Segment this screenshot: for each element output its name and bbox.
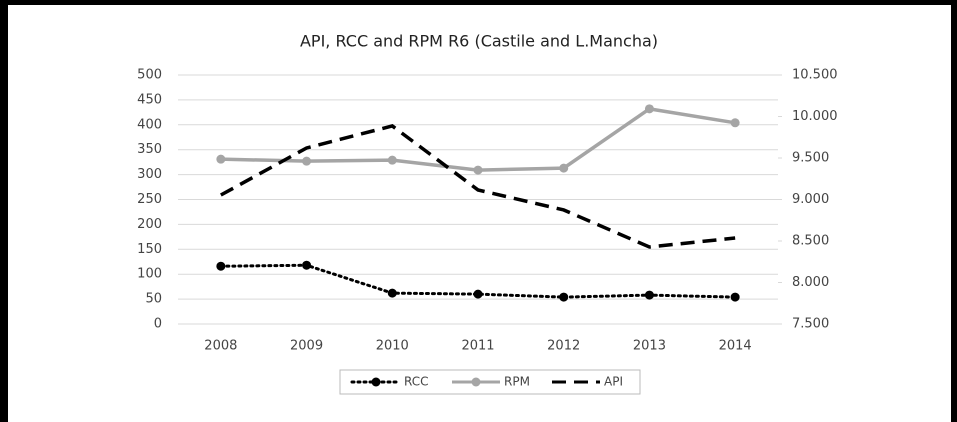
x-tick-label: 2011 — [461, 339, 494, 354]
point — [559, 292, 569, 302]
y-tick-label: 100 — [137, 267, 162, 282]
legend-marker — [471, 377, 481, 387]
x-tick-label: 2012 — [547, 339, 580, 354]
point — [216, 154, 226, 164]
point — [730, 292, 740, 302]
y2-tick-label: 8.500 — [792, 234, 829, 249]
x-tick-label: 2009 — [290, 339, 323, 354]
point — [644, 290, 654, 300]
y-tick-label: 450 — [137, 92, 162, 107]
x-tick-label: 2008 — [204, 339, 237, 354]
y-tick-label: 350 — [137, 142, 162, 157]
series-line — [220, 107, 736, 172]
y-tick-label: 250 — [137, 192, 162, 207]
legend-box — [339, 369, 641, 395]
y-tick-label: 150 — [137, 242, 162, 257]
legend-label: API — [604, 375, 623, 389]
y2-tick-label: 10.000 — [792, 109, 838, 124]
y2-tick-label: 8.000 — [792, 275, 829, 290]
point — [730, 118, 740, 128]
point — [387, 155, 397, 165]
point — [559, 163, 569, 173]
y2-tick-label: 7.500 — [792, 317, 829, 332]
point — [302, 156, 312, 166]
y-tick-label: 0 — [154, 317, 162, 332]
x-tick-label: 2013 — [633, 339, 666, 354]
y2-tick-label: 9.500 — [792, 151, 829, 166]
point — [302, 260, 312, 270]
point — [216, 261, 226, 271]
y-tick-label: 300 — [137, 167, 162, 182]
y-tick-label: 50 — [145, 292, 162, 307]
y2-tick-label: 9.000 — [792, 192, 829, 207]
y-tick-label: 400 — [137, 117, 162, 132]
y2-tick-label: 10.500 — [792, 68, 838, 83]
x-tick-label: 2014 — [719, 339, 752, 354]
y-tick-label: 500 — [137, 68, 162, 83]
legend-marker — [371, 377, 381, 387]
point — [473, 289, 483, 299]
chart-title: API, RCC and RPM R6 (Castile and L.Manch… — [300, 32, 658, 51]
point — [387, 288, 397, 298]
point — [644, 104, 654, 114]
legend-label: RCC — [404, 375, 429, 389]
series-line — [220, 124, 736, 249]
y-tick-label: 200 — [137, 217, 162, 232]
x-tick-label: 2010 — [376, 339, 409, 354]
legend-label: RPM — [504, 375, 530, 389]
point — [473, 165, 483, 175]
